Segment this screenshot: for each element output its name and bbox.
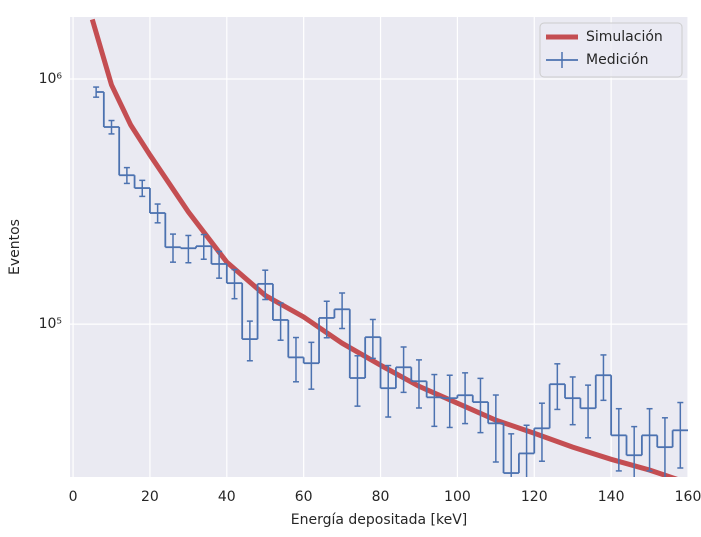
- x-tick-label: 20: [141, 489, 159, 505]
- x-axis-label: Energía depositada [keV]: [291, 512, 468, 528]
- x-tick-label: 100: [444, 489, 471, 505]
- x-tick-label: 40: [218, 489, 236, 505]
- y-tick-label: 10⁶: [39, 71, 63, 87]
- x-tick-label: 60: [295, 489, 313, 505]
- x-tick-label: 140: [598, 489, 625, 505]
- legend-label: Simulación: [586, 29, 663, 45]
- x-tick-label: 80: [372, 489, 390, 505]
- y-axis-label: Eventos: [7, 219, 23, 275]
- x-tick-label: 0: [69, 489, 78, 505]
- y-tick-label: 10⁵: [39, 316, 62, 332]
- x-tick-label: 160: [675, 489, 701, 505]
- x-tick-label: 120: [521, 489, 548, 505]
- legend-label: Medición: [586, 52, 649, 68]
- simulation-line: [89, 18, 679, 477]
